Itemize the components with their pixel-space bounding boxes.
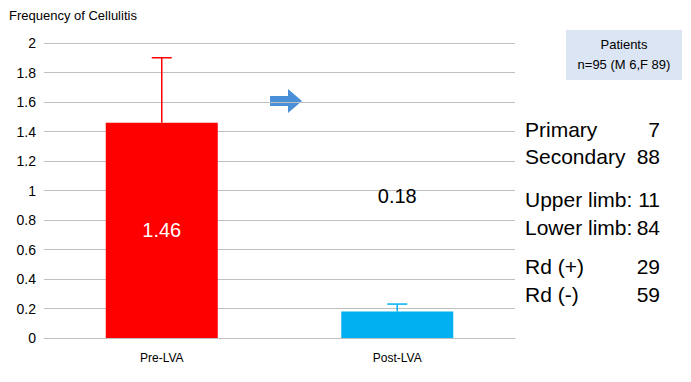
svg-text:1.4: 1.4 <box>17 124 37 140</box>
html-text:Secondary: Secondary <box>525 145 626 168</box>
svg-text:0.8: 0.8 <box>17 212 37 228</box>
html-text:59: 59 <box>636 283 660 306</box>
svg-text:0.18: 0.18 <box>378 185 417 207</box>
html-text:88: 88 <box>636 145 660 168</box>
html-text:29: 29 <box>636 255 660 278</box>
svg-text:0.2: 0.2 <box>17 301 37 317</box>
html-text:Lower limb: 84: Lower limb: 84 <box>525 216 660 239</box>
html-text:Upper limb: 11: Upper limb: 11 <box>525 188 660 211</box>
svg-text:2: 2 <box>28 35 36 51</box>
svg-text:0: 0 <box>28 330 36 346</box>
svg-text:Pre-LVA: Pre-LVA <box>140 351 184 365</box>
svg-text:Frequency of Cellulitis: Frequency of Cellulitis <box>9 8 137 23</box>
html-text:Rd (-): Rd (-) <box>525 283 579 306</box>
svg-text:Post-LVA: Post-LVA <box>373 351 422 365</box>
html-text:Primary: Primary <box>525 118 598 141</box>
svg-text:0.6: 0.6 <box>17 242 37 258</box>
svg-text:1: 1 <box>28 183 36 199</box>
html-text:n=95 (M 6,F 89): n=95 (M 6,F 89) <box>577 57 671 72</box>
svg-text:0.4: 0.4 <box>17 271 37 287</box>
svg-text:1.2: 1.2 <box>17 153 37 169</box>
svg-text:1.8: 1.8 <box>17 65 37 81</box>
html-text:Rd (+): Rd (+) <box>525 255 584 278</box>
svg-text:1.6: 1.6 <box>17 94 37 110</box>
html-text:Patients: Patients <box>600 37 648 52</box>
html-text:7: 7 <box>648 118 660 141</box>
svg-text:1.46: 1.46 <box>142 219 181 241</box>
